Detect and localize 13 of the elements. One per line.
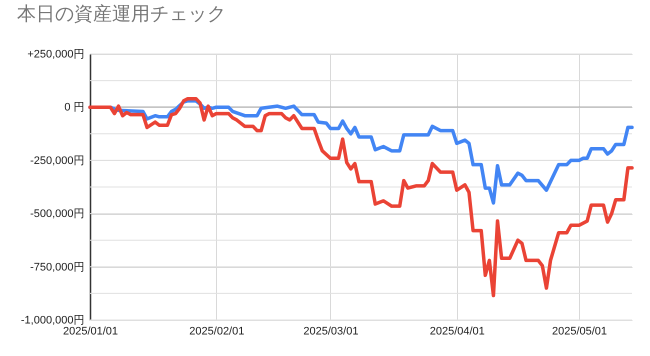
y-tick-label: -750,000円 [30, 261, 84, 274]
x-tick-label: 2025/05/01 [552, 326, 608, 338]
x-tick-label: 2025/03/01 [303, 326, 358, 338]
x-tick-label: 2025/01/01 [62, 326, 118, 338]
y-tick-label: -1,000,000円 [20, 314, 84, 326]
y-tick-label: -500,000円 [30, 208, 84, 220]
y-tick-label: 0 円 [64, 102, 84, 114]
x-tick-label: 2025/04/01 [430, 326, 485, 338]
x-tick-label: 2025/02/01 [189, 326, 244, 338]
y-tick-label: +250,000円 [27, 48, 84, 60]
line-series [88, 96, 634, 298]
chart-title: 本日の資産運用チェック [17, 3, 226, 25]
y-tick-label: -250,000円 [30, 154, 84, 167]
